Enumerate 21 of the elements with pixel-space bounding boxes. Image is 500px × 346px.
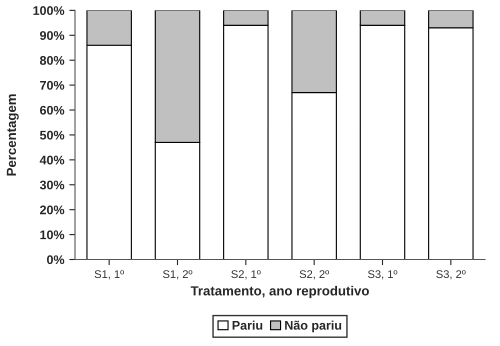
legend-label: Pariu [232, 320, 262, 330]
legend-label: Não pariu [285, 320, 342, 332]
x-tick-label: S3, 1º [368, 270, 398, 280]
y-tick-label: 0% [47, 255, 64, 264]
y-tick-label: 70% [40, 80, 64, 90]
y-tick-label: 30% [40, 180, 64, 190]
x-tick-label: S2, 2º [300, 270, 330, 280]
y-tick-label: 50% [40, 130, 64, 140]
y-tick-label: 10% [40, 230, 64, 240]
x-tick-label: S3, 2º [436, 270, 466, 280]
y-tick-label: 40% [40, 156, 64, 165]
x-tick-label: S1, 1º [94, 270, 124, 280]
x-tick-label: S1, 2º [163, 270, 192, 280]
y-axis-title: Percentagem [6, 94, 19, 176]
y-tick-label: 80% [40, 56, 64, 65]
x-axis-title: Tratamento, ano reprodutivo [190, 286, 369, 298]
y-tick-label: 20% [40, 205, 64, 214]
x-tick-label: S2, 1º [231, 270, 261, 280]
y-tick-label: 90% [40, 31, 64, 40]
y-tick-label: 60% [40, 106, 64, 115]
y-tick-label: 100% [33, 6, 64, 16]
